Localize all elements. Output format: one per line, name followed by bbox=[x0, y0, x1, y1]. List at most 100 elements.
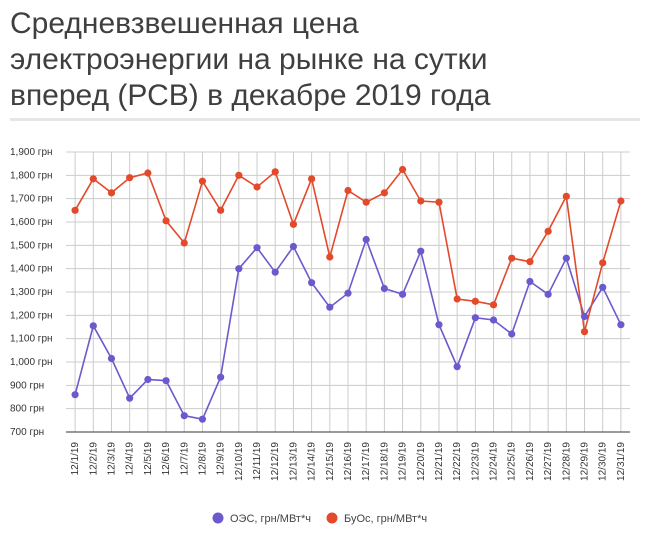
x-tick-label: 12/12/19 bbox=[270, 442, 281, 481]
title-divider bbox=[10, 118, 640, 121]
x-tick-label: 12/16/19 bbox=[343, 442, 354, 481]
data-point-series-2 bbox=[289, 220, 298, 228]
x-tick-label: 12/10/19 bbox=[234, 442, 245, 481]
x-tick-label: 12/1/19 bbox=[70, 442, 81, 476]
x-tick-label: 12/18/19 bbox=[379, 442, 390, 481]
data-point-series-2 bbox=[198, 177, 207, 185]
data-point-series-1 bbox=[562, 254, 570, 262]
x-tick-label: 12/19/19 bbox=[398, 442, 409, 481]
legend-marker-1 bbox=[212, 512, 224, 524]
x-tick-label: 12/5/19 bbox=[143, 442, 154, 476]
legend-marker-2 bbox=[326, 512, 338, 524]
series-points bbox=[71, 165, 625, 423]
data-point-series-1 bbox=[453, 363, 461, 371]
data-point-series-2 bbox=[308, 175, 316, 183]
data-point-series-2 bbox=[217, 206, 225, 214]
y-tick-label: 1,900 грн bbox=[10, 147, 53, 158]
data-point-series-2 bbox=[380, 189, 388, 197]
data-point-series-2 bbox=[344, 186, 352, 195]
data-point-series-1 bbox=[617, 321, 625, 329]
x-tick-label: 12/14/19 bbox=[307, 442, 318, 481]
data-point-series-2 bbox=[435, 198, 443, 206]
data-point-series-2 bbox=[180, 239, 188, 247]
y-tick-label: 1,500 грн bbox=[10, 240, 53, 251]
data-point-series-1 bbox=[326, 303, 334, 311]
data-point-series-2 bbox=[89, 175, 97, 183]
data-point-series-2 bbox=[526, 258, 534, 266]
x-tick-label: 12/28/19 bbox=[561, 442, 572, 481]
y-tick-label: 1,400 грн bbox=[10, 264, 53, 275]
x-tick-label: 12/6/19 bbox=[161, 442, 172, 476]
data-point-series-1 bbox=[217, 373, 225, 381]
data-point-series-2 bbox=[271, 168, 279, 176]
data-point-series-2 bbox=[417, 197, 425, 205]
x-tick-label: 12/29/19 bbox=[580, 442, 591, 481]
data-point-series-1 bbox=[89, 322, 97, 330]
x-tick-label: 12/11/19 bbox=[252, 442, 263, 481]
x-tick-label: 12/2/19 bbox=[88, 442, 99, 476]
x-tick-label: 12/20/19 bbox=[416, 442, 427, 481]
y-tick-label: 900 грн bbox=[10, 380, 44, 391]
data-point-series-2 bbox=[107, 189, 116, 197]
data-point-series-2 bbox=[398, 165, 407, 174]
y-tick-label: 1,100 грн bbox=[10, 334, 53, 345]
x-tick-label: 12/30/19 bbox=[598, 442, 609, 481]
y-tick-label: 1,800 грн bbox=[10, 170, 53, 181]
y-tick-label: 800 грн bbox=[10, 404, 44, 415]
y-tick-label: 1,000 грн bbox=[10, 357, 53, 368]
y-tick-label: 1,200 грн bbox=[10, 310, 53, 321]
y-tick-label: 1,600 грн bbox=[10, 217, 53, 228]
chart-title: Средневзвешенная цена электроэнергии на … bbox=[10, 7, 491, 112]
data-point-series-1 bbox=[344, 289, 352, 297]
y-axis: 700 грн 800 грн 900 грн 1,000 грн 1,100 грн 1… bbox=[10, 147, 53, 438]
x-tick-label: 12/23/19 bbox=[470, 442, 481, 481]
data-point-series-1 bbox=[144, 375, 152, 384]
data-point-series-1 bbox=[580, 312, 589, 321]
data-point-series-1 bbox=[107, 354, 116, 363]
data-point-series-1 bbox=[126, 394, 134, 402]
x-tick-label: 12/25/19 bbox=[507, 442, 518, 481]
data-point-series-2 bbox=[599, 259, 607, 267]
data-point-series-2 bbox=[508, 254, 516, 262]
data-point-series-2 bbox=[453, 295, 461, 303]
data-point-series-1 bbox=[271, 268, 279, 276]
data-point-series-2 bbox=[471, 297, 479, 305]
x-tick-label: 12/13/19 bbox=[288, 442, 299, 481]
data-point-series-2 bbox=[562, 192, 570, 200]
data-point-series-2 bbox=[71, 206, 79, 214]
x-tick-label: 12/22/19 bbox=[452, 442, 463, 481]
data-point-series-1 bbox=[398, 290, 407, 298]
x-tick-label: 12/3/19 bbox=[106, 442, 117, 476]
data-point-series-2 bbox=[162, 217, 170, 225]
data-point-series-2 bbox=[580, 328, 589, 336]
x-tick-label: 12/24/19 bbox=[489, 442, 500, 481]
data-point-series-1 bbox=[198, 415, 207, 423]
x-tick-label: 12/26/19 bbox=[525, 442, 536, 481]
data-point-series-1 bbox=[235, 265, 243, 273]
y-tick-label: 1,700 грн bbox=[10, 194, 53, 205]
data-point-series-2 bbox=[489, 301, 498, 309]
x-tick-label: 12/31/19 bbox=[616, 442, 627, 481]
data-point-series-1 bbox=[508, 330, 516, 338]
data-point-series-1 bbox=[435, 321, 443, 329]
x-tick-label: 12/17/19 bbox=[361, 442, 372, 481]
data-point-series-2 bbox=[253, 183, 261, 191]
data-point-series-1 bbox=[162, 377, 170, 385]
y-tick-label: 700 грн bbox=[10, 427, 44, 438]
data-point-series-1 bbox=[471, 314, 479, 322]
x-tick-label: 12/9/19 bbox=[216, 442, 227, 476]
y-tick-label: 1,300 грн bbox=[10, 287, 53, 298]
data-point-series-2 bbox=[362, 198, 370, 206]
legend-label-1: ОЭС, грн/МВт*ч bbox=[230, 513, 311, 525]
data-point-series-2 bbox=[617, 197, 625, 205]
x-tick-label: 12/4/19 bbox=[125, 442, 136, 476]
x-tick-label: 12/21/19 bbox=[434, 442, 445, 481]
data-point-series-2 bbox=[544, 227, 552, 235]
data-point-series-1 bbox=[417, 247, 425, 255]
data-point-series-1 bbox=[71, 391, 79, 399]
data-point-series-1 bbox=[289, 242, 298, 251]
data-point-series-1 bbox=[380, 284, 388, 293]
x-tick-label: 12/7/19 bbox=[179, 442, 190, 476]
data-point-series-1 bbox=[526, 277, 534, 286]
data-point-series-1 bbox=[599, 283, 607, 291]
